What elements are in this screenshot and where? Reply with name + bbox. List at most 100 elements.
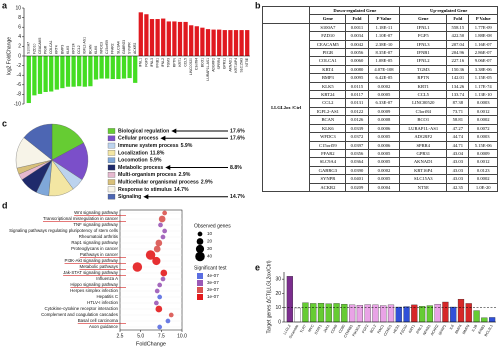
x-tick-label: Scramble	[288, 324, 299, 339]
data-point	[168, 312, 174, 318]
y-tick-label: Rheumatoid arthritis	[79, 234, 119, 239]
y-tick-label: -8	[17, 92, 22, 98]
table-row: ACKR2 0.0209 0.0004 NT5E 42.35 1.0E-20	[263, 182, 498, 192]
y-tick-label: Jak-STAT signaling pathway	[63, 270, 119, 275]
legend-swatch	[107, 128, 116, 134]
header-cell	[261, 6, 311, 24]
x-tick-label: HES1	[392, 324, 400, 334]
x-tick-label: KRT1	[408, 324, 416, 334]
table-cell: IFNL2	[399, 56, 448, 66]
table-row: SYNPR 0.0401 0.0005 SLC15A3 43.03 0.0002	[263, 174, 498, 184]
x-tick-label: C15orf59	[105, 40, 109, 54]
bar	[333, 303, 340, 323]
y-tick-label: -6	[17, 82, 22, 88]
bar	[26, 56, 31, 104]
y-tick-label: 8	[18, 15, 21, 21]
x-tick-label: KLK6	[94, 46, 98, 54]
table-row: GABRG3 0.0390 0.0002 KRT16P4 43.03 0.0123	[263, 165, 498, 176]
y-tick-label: Rap1 signaling pathway	[71, 240, 118, 245]
data-point	[162, 210, 168, 216]
table-cell: C15orf59	[309, 140, 347, 150]
x-tick-label: JAK1	[323, 324, 331, 333]
table-row: C15orf59 0.0397 0.0006 SPRR4 44.71 5.15E-06	[263, 140, 498, 150]
bar	[380, 305, 387, 323]
table-cell: 0.0004	[367, 182, 401, 192]
bar	[161, 18, 166, 57]
table-row: KLK5 0.0115 0.0002 KRT1 134.26 1.17E-74	[263, 81, 498, 92]
bar	[481, 317, 488, 323]
table-cell: 0.0006	[367, 140, 401, 150]
table-cell: 1.10E-07	[367, 31, 401, 41]
table-cell: 6.33E-07	[367, 98, 401, 108]
x-tick-label: TGM3	[167, 58, 171, 68]
data-point	[165, 318, 171, 324]
y-tick-label: 0	[18, 53, 21, 59]
x-tick-label: IL1B	[471, 323, 478, 332]
x-tick-label: FGF5	[144, 58, 148, 67]
bar	[116, 56, 121, 80]
table-cell: 5.15E-06	[468, 140, 498, 150]
bar	[217, 29, 222, 56]
table-cell: 1.13E-10	[468, 90, 498, 100]
legend-label: 40	[207, 254, 213, 259]
bar	[133, 56, 138, 83]
table-cell: 73.71	[446, 106, 470, 117]
y-tick-label: 10	[275, 305, 281, 311]
legend-label: Response to stimulus	[118, 187, 172, 193]
x-tick-label: CD80	[338, 324, 346, 334]
x-tick-label: KRT1	[178, 58, 182, 67]
x-tick-label: FZD10	[399, 324, 408, 336]
table-cell: 0.0005	[367, 174, 401, 184]
table-cell: 0.0372	[345, 132, 369, 142]
bar	[489, 317, 496, 323]
data-point	[160, 234, 166, 240]
table-cell: 227.16	[446, 56, 470, 66]
table-cell: IFNL3	[399, 39, 448, 50]
table-panel: Down-regulated Gene Up-regulated Gene Gene…	[261, 5, 498, 192]
bar	[194, 26, 199, 56]
bar	[325, 303, 332, 323]
value-label: 2.9%	[201, 179, 213, 185]
bar	[49, 56, 54, 92]
bar	[434, 303, 441, 323]
arrow-head	[171, 128, 177, 134]
legend-swatch	[107, 135, 116, 142]
table-cell: 422.50	[446, 31, 470, 41]
table-cell: 44.71	[446, 140, 470, 150]
table-row: CEACAM5 0.0042 2.38E-10 IFNL3 207.04 1.16E-07	[263, 39, 498, 50]
column-header: P Value	[468, 14, 498, 24]
table-cell: 1.77E-09	[468, 22, 498, 33]
bar	[127, 56, 132, 79]
table-cell: 1.18E-11	[367, 22, 401, 33]
y-tick-label: Hepatitis C	[97, 294, 118, 299]
table-cell: 4.07E-108	[367, 64, 401, 75]
table-cell: 58.81	[446, 115, 470, 125]
y-axis-label: log2 FoldChange	[6, 37, 12, 75]
plot-frame	[119, 209, 183, 331]
table-cell: CCL2	[309, 98, 347, 108]
x-tick-label: BCAN	[88, 44, 92, 54]
table-row: BMP3 0.0095 6.42E-05 RPTN 142.01 1.15E-05	[263, 73, 498, 83]
data-point	[157, 282, 163, 288]
data-point	[153, 245, 161, 253]
bar	[138, 12, 143, 56]
table-cell: 1.88E-08	[468, 31, 498, 41]
table-row: BCAN 0.0126 0.0008 BCO1 58.81 0.0002	[263, 115, 498, 125]
table-cell: KRT4	[309, 64, 347, 75]
table-row: SLC9A4 0.0364 0.0005 AKNAD1 43.03 0.0012	[263, 157, 498, 167]
x-tick-label: IFNL1	[415, 324, 423, 334]
bar	[99, 56, 104, 79]
data-point	[145, 250, 156, 260]
x-tick-label: NFKB1	[422, 324, 431, 336]
y-tick-label: -10	[14, 101, 21, 107]
table-cell: 1.16E-07	[468, 39, 498, 50]
bar	[166, 21, 171, 56]
table-cell: FZD10	[309, 31, 347, 41]
table-cell: 0.0131	[345, 98, 369, 108]
x-tick-label: RAC1	[377, 324, 385, 334]
arrow-head	[165, 165, 171, 170]
data-point	[157, 294, 163, 300]
bar	[144, 14, 149, 57]
legend-label: Immune system process	[118, 143, 179, 149]
